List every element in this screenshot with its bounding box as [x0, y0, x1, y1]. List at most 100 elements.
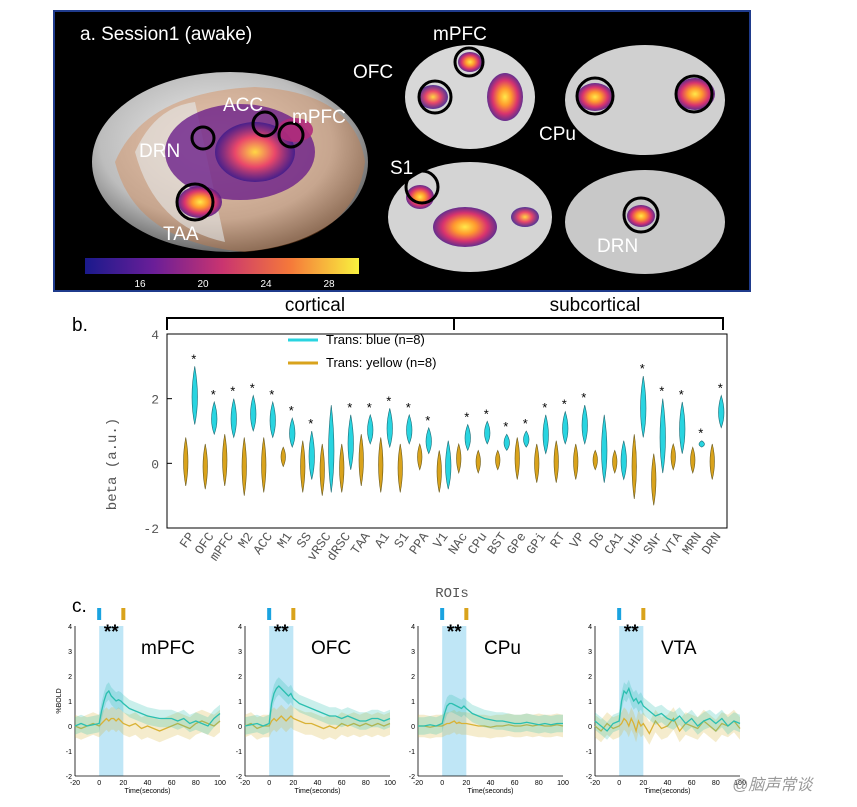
y-tick-label: -1	[66, 749, 72, 756]
x-tick-label: ACC	[250, 530, 276, 558]
x-tick-label: 0	[440, 780, 444, 787]
colorbar-tick: 20	[197, 279, 209, 290]
x-tick-label: 80	[712, 780, 720, 787]
x-tick-label: 20	[639, 780, 647, 787]
y-tick-label: 1	[68, 699, 72, 706]
line-yellow	[418, 720, 564, 728]
violin-yellow	[202, 443, 208, 490]
y-tick-label: 4	[588, 624, 592, 631]
x-tick-label: 0	[97, 780, 101, 787]
y-tick-label: -2	[66, 774, 72, 781]
line-blue	[594, 686, 741, 732]
violin-yellow	[261, 437, 267, 493]
error-band-blue	[245, 677, 390, 735]
y-tick-label: 2	[238, 674, 242, 681]
stim-window	[442, 626, 467, 776]
y-tick-label: -2	[143, 522, 159, 537]
line-yellow	[594, 716, 741, 735]
x-tick-label: VTA	[660, 530, 686, 558]
roi-label-taa: TAA	[163, 224, 199, 245]
roi-label-acc: ACC	[223, 95, 263, 116]
violin-yellow	[495, 449, 501, 471]
violin-blue	[523, 430, 530, 448]
significance-star: *	[640, 361, 645, 376]
violin-yellow	[631, 434, 637, 499]
significance-star: *	[523, 416, 528, 431]
stim-marker-yellow	[464, 608, 469, 620]
panel-c-timecourses: c. -2 -1 0 1 2 3 4 -20 0 20 40 60 80 100 Time(seconds)…	[0, 596, 857, 802]
significance-star: *	[679, 387, 684, 402]
violin-blue	[698, 440, 705, 448]
violin-blue	[503, 433, 510, 451]
violin-blue	[269, 400, 276, 439]
panel-b-svg: b. cortical subcortical Trans: blue (n=8…	[72, 295, 728, 602]
y-tick-label: 0	[238, 724, 242, 731]
plot-title: CPu	[484, 638, 521, 659]
x-tick-label: 40	[314, 780, 322, 787]
violin-blue	[406, 413, 413, 445]
line-blue	[74, 689, 221, 727]
error-band-yellow	[75, 707, 220, 743]
roi-label-ofc: OFC	[353, 62, 393, 83]
panel-a-imaging: a. Session1 (awake) ACC mPFC DRN TAA mPF…	[53, 10, 751, 292]
x-tick-label: GPe	[504, 530, 530, 558]
violin-blue	[601, 414, 608, 483]
x-tick-label: 100	[734, 780, 746, 787]
brain-3d-render	[92, 72, 368, 252]
roi-label-drn-3d: DRN	[139, 141, 180, 162]
y-axis-label: beta (a.u.)	[105, 418, 121, 510]
coronal-slice-3	[388, 162, 552, 272]
violin-yellow	[358, 434, 364, 487]
violin-blue	[191, 366, 198, 425]
bracket-label-cortical: cortical	[285, 295, 345, 316]
colorbar-tick: 16	[134, 279, 146, 290]
y-tick-label: 4	[238, 624, 242, 631]
x-tick-label: MRN	[679, 530, 705, 558]
stim-marker-blue	[267, 608, 272, 620]
line-blue	[244, 685, 391, 727]
x-tick-label: 40	[664, 780, 672, 787]
violin-yellow	[378, 437, 384, 493]
coronal-slice-2	[565, 45, 725, 155]
y-tick-label: -2	[409, 774, 415, 781]
significance-star: *	[211, 387, 216, 402]
y-tick-label: 0	[588, 724, 592, 731]
bracket-line	[166, 317, 724, 330]
significance-star: *	[484, 406, 489, 421]
x-tick-label: SNr	[640, 530, 666, 558]
violin-blue	[640, 375, 647, 438]
y-tick-label: 2	[588, 674, 592, 681]
x-tick-label: 40	[487, 780, 495, 787]
y-tick-label: -2	[236, 774, 242, 781]
stim-marker-yellow	[291, 608, 296, 620]
x-tick-label: 20	[289, 780, 297, 787]
colorbar	[85, 258, 359, 274]
significance-star: *	[659, 384, 664, 399]
violin-yellow	[592, 449, 598, 471]
legend: Trans: blue (n=8) Trans: yellow (n=8)	[288, 332, 436, 370]
violin-yellow	[280, 446, 286, 468]
violin-blue	[367, 413, 374, 445]
panel-b-chart: b. cortical subcortical Trans: blue (n=8…	[0, 292, 857, 602]
y-tick-label: -1	[236, 749, 242, 756]
violin-yellow	[300, 440, 306, 493]
violin-blue	[308, 430, 315, 480]
roi-label-mpfc-3d: mPFC	[292, 107, 346, 128]
violin-yellow	[456, 442, 462, 475]
y-tick-label: 3	[238, 649, 242, 656]
line-blue	[418, 702, 563, 727]
significance-stars: **	[624, 622, 639, 643]
stim-window	[269, 626, 294, 776]
x-tick-label: -20	[70, 780, 80, 787]
x-tick-label: FP	[177, 530, 198, 552]
violin-blue	[386, 408, 393, 449]
significance-star: *	[542, 400, 547, 415]
significance-star: *	[250, 380, 255, 395]
significance-star: *	[386, 393, 391, 408]
x-axis-label: Time(seconds)	[124, 788, 170, 795]
y-axis-label: %BOLD	[56, 688, 63, 713]
significance-star: *	[406, 400, 411, 415]
line-yellow	[244, 715, 391, 730]
significance-star: *	[289, 403, 294, 418]
x-axis-label: Time(seconds)	[294, 788, 340, 795]
